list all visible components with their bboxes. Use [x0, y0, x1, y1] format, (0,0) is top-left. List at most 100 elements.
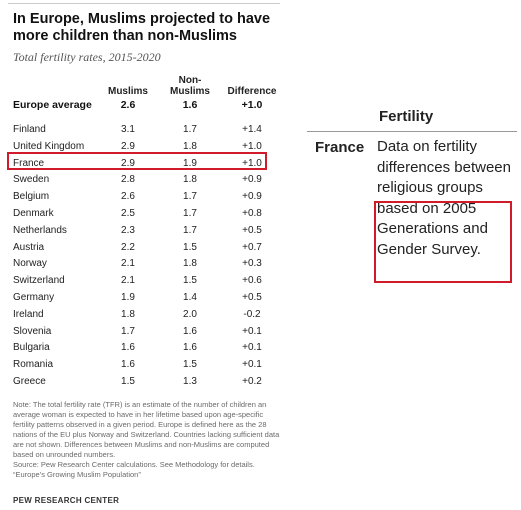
nonmuslims-value: 1.7 [183, 207, 197, 219]
europe-average-row: Europe average 2.6 1.6 +1.0 [13, 98, 275, 112]
average-difference: +1.0 [241, 99, 263, 111]
nonmuslims-value: 1.6 [183, 342, 197, 354]
fertility-divider [307, 131, 517, 132]
difference-value: +1.0 [242, 157, 262, 169]
nonmuslims-value: 1.6 [183, 325, 197, 337]
table-row: Switzerland 2.1 1.5 +0.6 [13, 274, 275, 291]
table-row: Greece 1.5 1.3 +0.2 [13, 375, 275, 392]
country-name: Sweden [13, 174, 50, 186]
difference-value: +1.0 [242, 140, 262, 152]
muslims-value: 2.8 [121, 174, 135, 186]
country-name: Ireland [13, 308, 44, 320]
chart-subtitle: Total fertility rates, 2015-2020 [13, 50, 161, 64]
table-row: Bulgaria 1.6 1.6 +0.1 [13, 341, 275, 358]
country-name: France [13, 157, 45, 169]
table-row: France 2.9 1.9 +1.0 [13, 157, 275, 174]
difference-value: +0.2 [242, 375, 262, 387]
chart-note: Note: The total fertility rate (TFR) is … [13, 400, 280, 479]
muslims-value: 1.6 [121, 359, 135, 371]
table-row: Slovenia 1.7 1.6 +0.1 [13, 325, 275, 342]
country-table: Finland 3.1 1.7 +1.4 United Kingdom 2.9 1.8 +1.… [13, 123, 275, 392]
country-name: Germany [13, 291, 55, 303]
country-name: Austria [13, 241, 45, 253]
column-header-muslims: Muslims [107, 86, 148, 97]
fertility-heading: Fertility [379, 108, 434, 125]
nonmuslims-value: 1.5 [183, 241, 197, 253]
table-row: Romania 1.6 1.5 +0.1 [13, 358, 275, 375]
difference-value: +0.5 [242, 224, 262, 236]
muslims-value: 2.6 [121, 191, 135, 203]
table-row: Austria 2.2 1.5 +0.7 [13, 241, 275, 258]
difference-value: +1.4 [242, 124, 262, 135]
fertility-description: Data on fertility differences between re… [377, 138, 511, 258]
table-row: United Kingdom 2.9 1.8 +1.0 [13, 140, 275, 157]
nonmuslims-value: 1.7 [183, 124, 197, 135]
nonmuslims-value: 1.8 [183, 174, 197, 186]
muslims-value: 2.5 [121, 207, 135, 219]
difference-value: +0.9 [242, 174, 262, 186]
difference-value: +0.7 [242, 241, 262, 253]
table-row: Finland 3.1 1.7 +1.4 [13, 123, 275, 140]
average-nonmuslims: 1.6 [182, 99, 198, 111]
difference-value: +0.1 [242, 342, 262, 354]
fertility-row-label: France [315, 139, 365, 156]
country-name: Switzerland [13, 275, 65, 287]
table-row: Sweden 2.8 1.8 +0.9 [13, 173, 275, 190]
difference-value: +0.3 [242, 258, 262, 270]
muslims-value: 2.1 [121, 258, 135, 270]
muslims-value: 1.6 [121, 342, 135, 354]
column-header-nonmuslims: Non- Muslims [169, 75, 210, 97]
nonmuslims-value: 1.9 [183, 157, 197, 169]
nonmuslims-value: 1.3 [183, 375, 197, 387]
muslims-value: 2.3 [121, 224, 135, 236]
chart-title: In Europe, Muslims projected to have mor… [13, 11, 271, 44]
country-name: Norway [13, 258, 47, 270]
average-muslims: 2.6 [120, 99, 136, 111]
country-name: Romania [13, 359, 54, 371]
difference-value: +0.1 [242, 359, 262, 371]
muslims-value: 3.1 [121, 124, 135, 135]
country-name: Bulgaria [13, 342, 50, 354]
source-line: Source: Pew Research Center calculations… [13, 460, 255, 469]
table-row: Ireland 1.8 2.0 -0.2 [13, 308, 275, 325]
nonmuslims-value: 2.0 [183, 308, 197, 320]
credit-label: PEW RESEARCH CENTER [13, 496, 120, 505]
muslims-value: 2.9 [121, 140, 135, 152]
difference-value: +0.1 [242, 325, 262, 337]
description-highlight-box [374, 201, 512, 283]
top-rule [8, 3, 280, 4]
country-name: Belgium [13, 191, 50, 203]
nonmuslims-value: 1.4 [183, 291, 197, 303]
muslims-value: 1.5 [121, 375, 135, 387]
table-row: Norway 2.1 1.8 +0.3 [13, 257, 275, 274]
difference-value: +0.5 [242, 291, 262, 303]
country-name: Denmark [13, 207, 54, 219]
muslims-value: 2.2 [121, 241, 135, 253]
nonmuslims-value: 1.5 [183, 359, 197, 371]
muslims-value: 1.8 [121, 308, 135, 320]
muslims-value: 2.9 [121, 157, 135, 169]
country-name: Finland [13, 124, 46, 135]
difference-value: +0.6 [242, 275, 262, 287]
difference-value: +0.9 [242, 191, 262, 203]
difference-value: +0.8 [242, 207, 262, 219]
nonmuslims-value: 1.5 [183, 275, 197, 287]
table-row: Netherlands 2.3 1.7 +0.5 [13, 224, 275, 241]
nonmuslims-value: 1.8 [183, 258, 197, 270]
france-highlight-box [7, 152, 267, 170]
difference-value: -0.2 [243, 308, 261, 320]
average-label: Europe average [13, 99, 92, 111]
muslims-value: 1.7 [121, 325, 135, 337]
muslims-value: 2.1 [121, 275, 135, 287]
country-name: Netherlands [13, 224, 67, 236]
table-row: Belgium 2.6 1.7 +0.9 [13, 190, 275, 207]
country-name: Slovenia [13, 325, 52, 337]
table-row: Denmark 2.5 1.7 +0.8 [13, 207, 275, 224]
report-line: “Europe’s Growing Muslim Population” [13, 470, 141, 479]
nonmuslims-value: 1.7 [183, 224, 197, 236]
country-name: Greece [13, 375, 46, 387]
table-row: Germany 1.9 1.4 +0.5 [13, 291, 275, 308]
nonmuslims-value: 1.8 [183, 140, 197, 152]
muslims-value: 1.9 [121, 291, 135, 303]
column-header-difference: Difference [227, 86, 277, 97]
